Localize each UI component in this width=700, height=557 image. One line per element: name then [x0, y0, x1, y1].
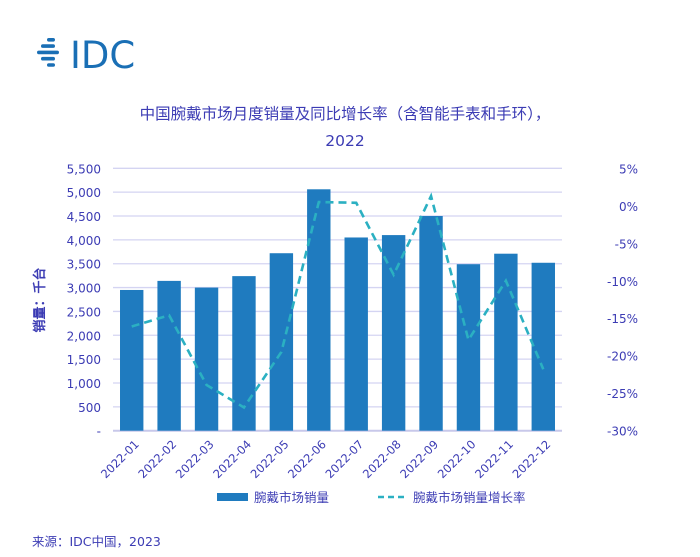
left-tick-label: 1,500 [67, 353, 101, 367]
bar [232, 276, 256, 431]
right-axis-ticks: -30% -25% -20% -15% -10% -5% 0% 5% [607, 162, 638, 438]
bar-series [120, 189, 555, 431]
bar [269, 253, 294, 431]
left-axis-ticks: - 500 1,000 1,500 2,000 2,500 3,000 3,500 4,000 4… [67, 162, 101, 438]
legend-line-label: 腕戴市场销量增长率 [413, 490, 526, 505]
right-tick-label: -10% [607, 275, 638, 289]
x-axis-ticks: 2022-012022-022022-032022-042022-052022-… [98, 437, 553, 481]
bar [531, 262, 555, 431]
logo-globe-stripe [47, 63, 55, 67]
bar [344, 237, 368, 431]
left-tick-label: 2,000 [67, 329, 101, 343]
logo-globe-stripe [47, 38, 55, 42]
x-tick-label: 2022-05 [248, 437, 292, 481]
growth-rate-line [131, 192, 545, 410]
legend-bar-label: 腕戴市场销量 [254, 490, 329, 505]
x-tick-label: 2022-01 [98, 437, 142, 481]
left-tick-label: 500 [78, 401, 101, 415]
bar [157, 280, 181, 431]
x-tick-label: 2022-12 [510, 437, 554, 481]
bar [194, 287, 219, 431]
x-tick-label: 2022-03 [173, 437, 217, 481]
left-tick-label: 3,500 [67, 258, 101, 272]
right-tick-label: 0% [619, 200, 638, 214]
logo-text: IDC [70, 34, 135, 77]
logo-globe-stripe [41, 44, 55, 48]
x-tick-label: 2022-11 [472, 437, 516, 481]
x-tick-label: 2022-08 [360, 437, 404, 481]
right-tick-label: 5% [619, 162, 638, 176]
logo-globe-stripe [41, 56, 55, 61]
bar [381, 235, 406, 431]
chart-title-line2: 2022 [325, 132, 364, 150]
bar [494, 253, 518, 431]
source-note: 来源：IDC中国，2023 [32, 534, 161, 549]
chart-title-line1: 中国腕戴市场月度销量及同比增长率（含智能手表和手环）， [140, 105, 551, 123]
x-tick-label: 2022-09 [397, 437, 441, 481]
bar [307, 189, 331, 431]
right-tick-label: -30% [607, 425, 638, 439]
bar [419, 216, 443, 431]
x-tick-label: 2022-06 [285, 437, 329, 481]
right-tick-label: -15% [607, 312, 638, 326]
bar [120, 289, 144, 431]
legend-bar-swatch [217, 493, 248, 501]
idc-logo: IDC [37, 34, 135, 77]
right-tick-label: -20% [607, 350, 638, 364]
gridlines [113, 167, 562, 432]
right-tick-label: -5% [615, 237, 638, 251]
x-tick-label: 2022-10 [435, 437, 479, 481]
left-tick-label: 5,000 [67, 186, 101, 200]
x-tick-label: 2022-04 [210, 437, 254, 481]
left-tick-label: 1,000 [67, 377, 101, 391]
y-axis-label: 销量：千台 [32, 267, 48, 332]
x-tick-label: 2022-02 [135, 437, 179, 481]
left-tick-label: 4,500 [67, 210, 101, 224]
legend: 腕戴市场销量 腕戴市场销量增长率 [217, 490, 526, 505]
logo-globe-stripe [37, 50, 59, 55]
x-tick-label: 2022-07 [322, 437, 366, 481]
left-tick-label: 3,000 [67, 282, 101, 296]
left-tick-label: 5,500 [67, 162, 101, 176]
left-tick-label: 2,500 [67, 305, 101, 319]
left-tick-label: - [97, 425, 101, 439]
bar [456, 264, 481, 431]
right-tick-label: -25% [607, 387, 638, 401]
left-tick-label: 4,000 [67, 234, 101, 248]
